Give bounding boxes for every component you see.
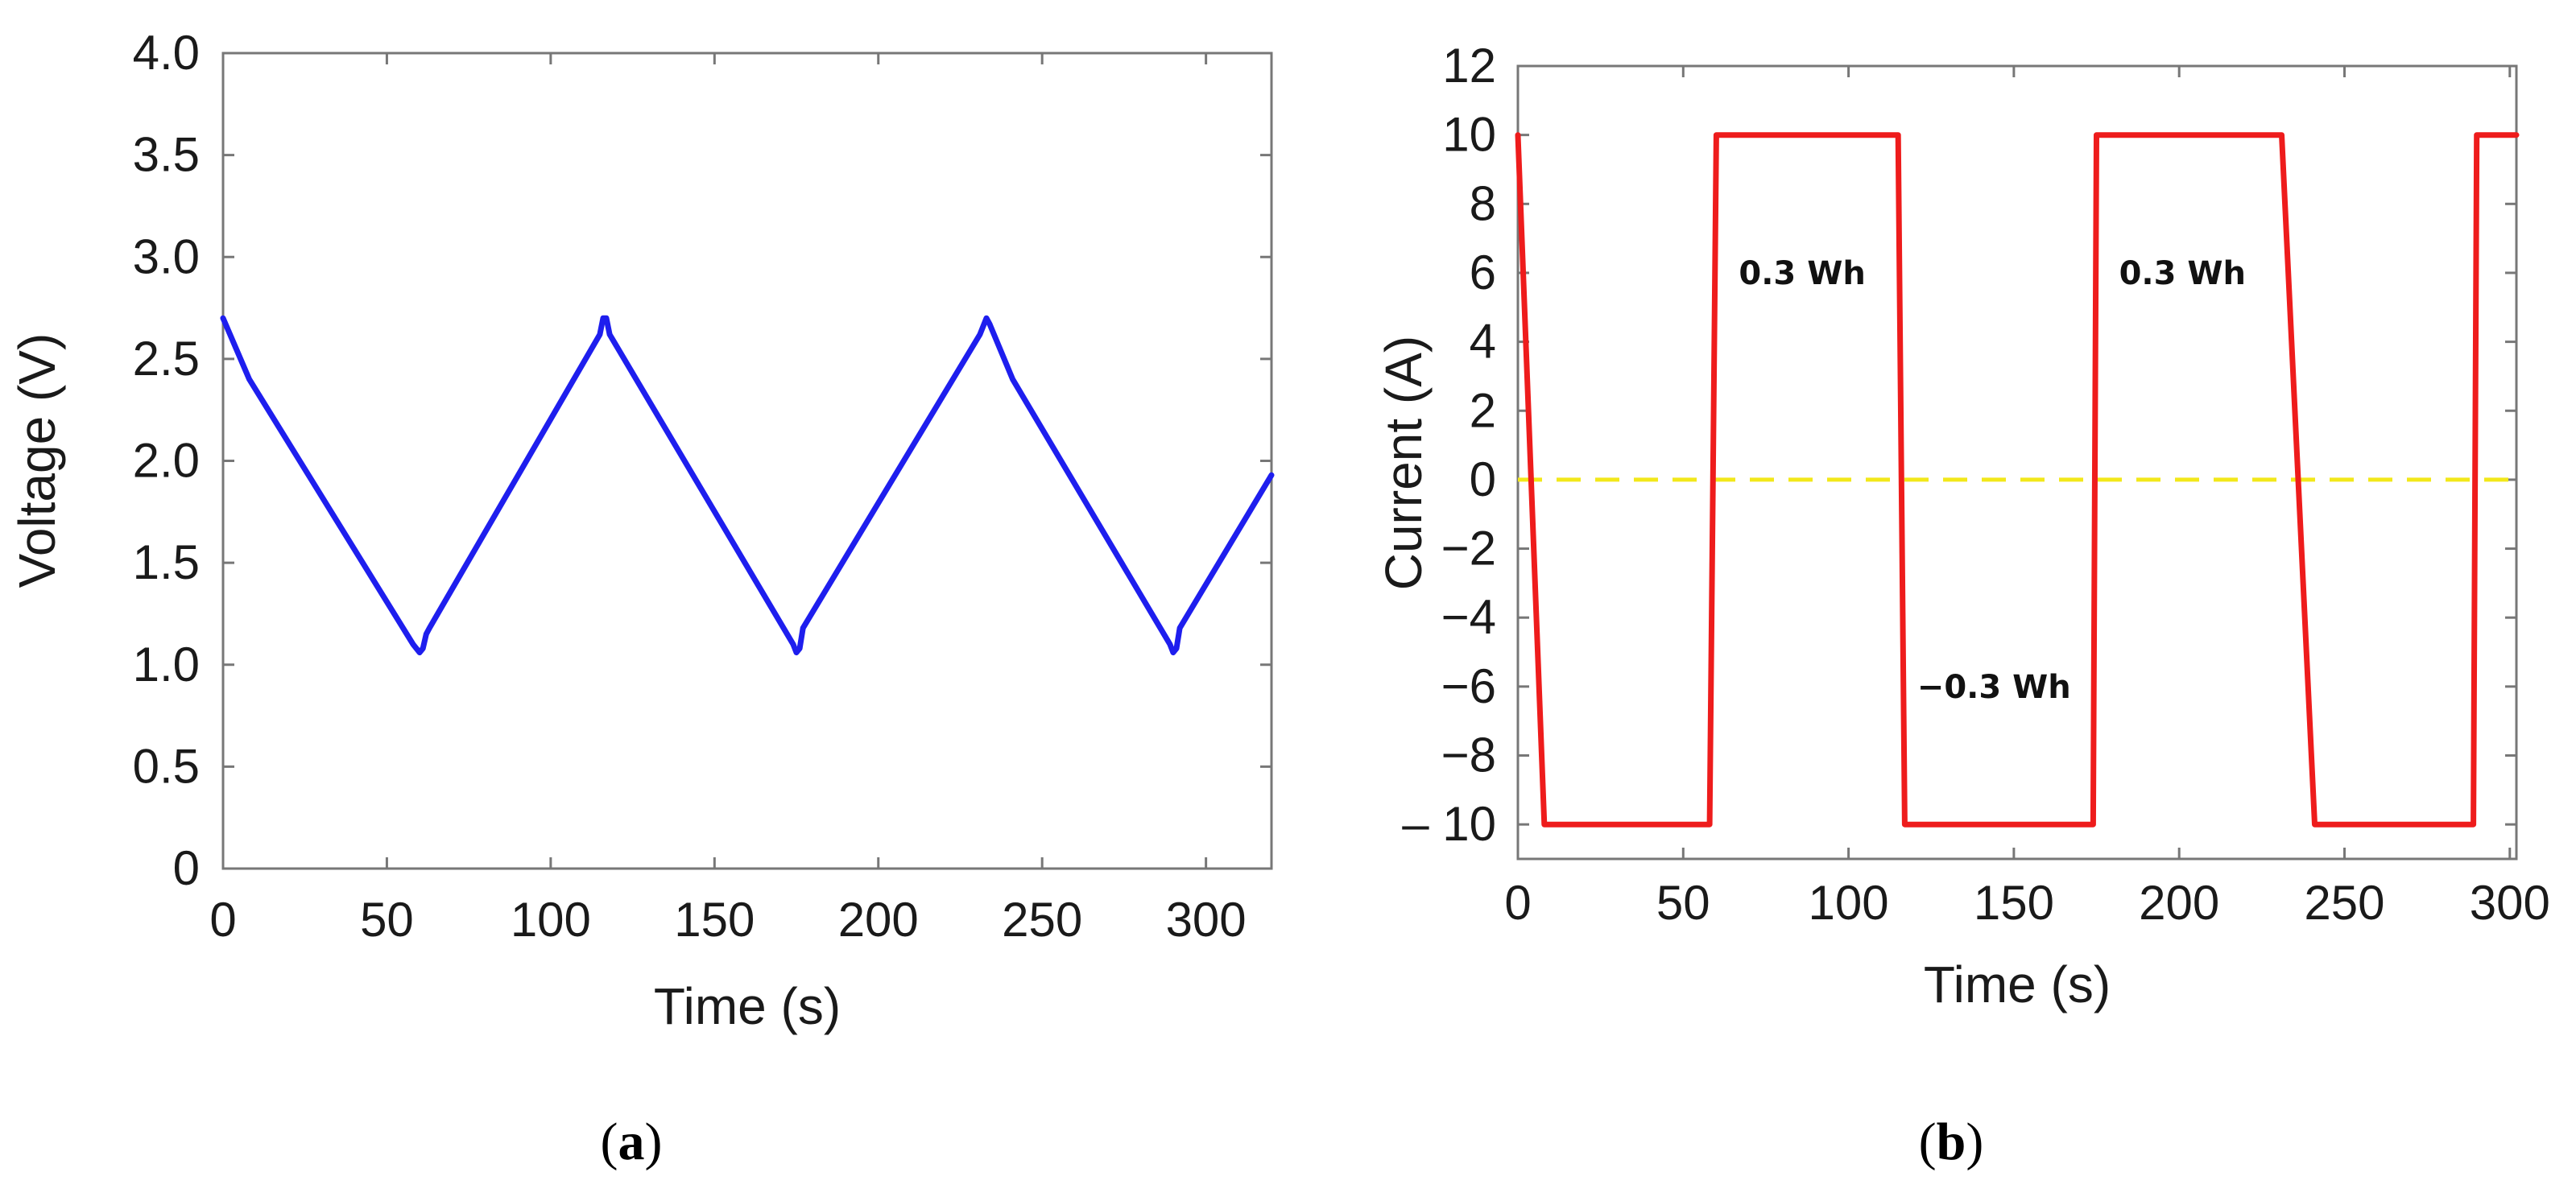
panel-a-y-tick-label: 2.0	[133, 434, 200, 488]
panel-a-y-tick-label: 0.5	[133, 739, 200, 793]
panel-b-y-tick-label: −4	[1441, 590, 1496, 644]
panel-b-y-tick-label: 10	[1442, 108, 1496, 162]
panel-b-y-tick-label: 0	[1470, 452, 1496, 506]
panel-b-y-tick-label: −6	[1441, 659, 1496, 713]
panel-a-x-tick-label: 100	[511, 893, 591, 947]
panel-a-chart: 0 0.5 1.0 1.5 2.0 2.5 3.0 3.5 4.0 0 50 100 150 200 25…	[8, 26, 1275, 1035]
panel-b-plot-frame	[1516, 64, 2518, 861]
panel-b-y-tick-label: 8	[1470, 176, 1496, 230]
panel-a-x-ticks: 0 50 100 150 200 250 300	[209, 53, 1247, 947]
caption-b-close: )	[1966, 1112, 1983, 1171]
panel-b-x-tick-label: 250	[2304, 876, 2384, 930]
caption-a-open: (	[601, 1112, 618, 1171]
panel-b-y-tick-label: −8	[1441, 729, 1496, 782]
panel-a-x-tick-label: 200	[838, 893, 919, 947]
panel-b-y-tick-label: 4	[1470, 315, 1496, 369]
panel-b-x-tick-label: 150	[1974, 876, 2054, 930]
caption-a: (a)	[601, 1112, 663, 1171]
panel-a-x-tick-label: 0	[209, 893, 236, 947]
panel-b-y-tick-label: 12	[1442, 39, 1496, 93]
panel-a-series	[220, 315, 1275, 656]
panel-a-x-axis-label: Time (s)	[654, 977, 841, 1035]
panel-a-y-tick-label: 0	[173, 841, 200, 895]
panel-b-series	[1515, 132, 2520, 828]
panel-a-y-tick-label: 1.5	[133, 535, 200, 589]
panel-a-x-tick-label: 300	[1166, 893, 1247, 947]
panel-a-x-tick-label: 150	[674, 893, 755, 947]
panel-b-x-tick-label: 200	[2139, 876, 2219, 930]
panel-a-y-tick-label: 2.5	[133, 332, 200, 386]
panel-b-series-line	[1515, 132, 2520, 828]
panel-b-annotation: 0.3 Wh	[1739, 255, 1865, 292]
panel-a-y-ticks: 0 0.5 1.0 1.5 2.0 2.5 3.0 3.5 4.0	[133, 26, 1271, 895]
panel-b-x-tick-label: 100	[1809, 876, 1889, 930]
panel-b-x-tick-label: 50	[1656, 876, 1710, 930]
panel-a-y-tick-label: 4.0	[133, 26, 200, 80]
panel-a-x-tick-label: 250	[1002, 893, 1082, 947]
panel-a-y-tick-label: 1.0	[133, 638, 200, 691]
panel-b-y-tick-label: −2	[1441, 522, 1496, 576]
panel-b-y-axis-label: Current (A)	[1375, 336, 1433, 591]
caption-b: (b)	[1919, 1112, 1984, 1171]
caption-a-close: )	[645, 1112, 663, 1171]
panel-a-series-line	[220, 315, 1275, 656]
caption-b-open: (	[1919, 1112, 1937, 1171]
panel-b-annotations: 0.3 Wh 0.3 Wh −0.3 Wh	[1739, 255, 2246, 706]
panel-b-y-tick-label: 2	[1470, 383, 1496, 437]
panel-b-y-tick-label: – 10	[1402, 797, 1496, 851]
panel-a-plot-frame	[221, 52, 1273, 870]
panel-b-x-axis-label: Time (s)	[1924, 956, 2111, 1013]
panel-a-y-tick-label: 3.5	[133, 128, 200, 182]
panel-a-y-axis-label: Voltage (V)	[8, 333, 66, 588]
panel-b-y-tick-label: 6	[1470, 246, 1496, 299]
panel-b-y-ticks: 12 10 8 6 4 2 0 −2 −4 −6 −8 – 10	[1402, 39, 2516, 851]
panel-b-x-ticks: 0 50 100 150 200 250 300	[1504, 66, 2550, 930]
panel-b-chart: 12 10 8 6 4 2 0 −2 −4 −6 −8 – 10 0 50 100 150 200 250 300…	[1375, 39, 2550, 1013]
panel-b-annotation: 0.3 Wh	[2119, 255, 2246, 292]
caption-a-letter: a	[618, 1112, 645, 1171]
panel-b-x-tick-label: 300	[2470, 876, 2550, 930]
panel-b-x-tick-label: 0	[1504, 876, 1531, 930]
caption-b-letter: b	[1937, 1112, 1966, 1171]
panel-a-y-tick-label: 3.0	[133, 229, 200, 283]
panel-a-x-tick-label: 50	[360, 893, 414, 947]
panel-b-annotation: −0.3 Wh	[1917, 669, 2071, 706]
